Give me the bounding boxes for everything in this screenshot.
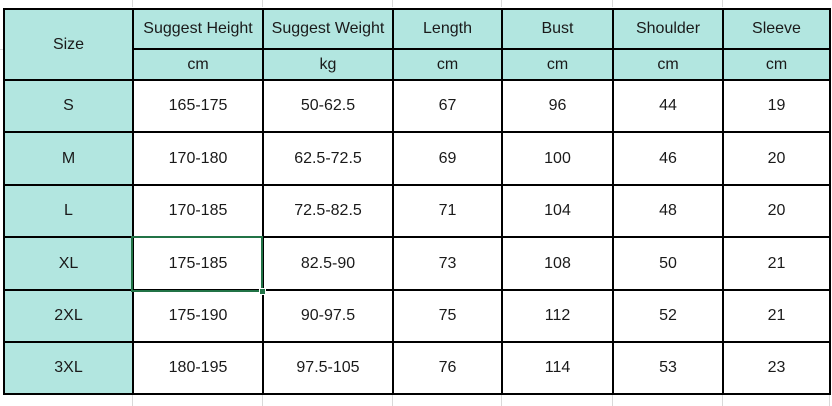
row-size-label[interactable]: M <box>3 131 134 186</box>
row-size-label[interactable]: S <box>3 79 134 133</box>
column-header-bust[interactable]: Bust <box>501 8 614 50</box>
margin-gridline <box>501 0 502 7</box>
table-cell[interactable]: 90-97.5 <box>262 289 394 343</box>
table-cell[interactable]: 21 <box>722 289 831 343</box>
table-cell[interactable]: 20 <box>722 184 831 238</box>
margin-gridline <box>829 395 830 406</box>
margin-gridline <box>501 395 502 406</box>
column-unit[interactable]: cm <box>392 48 503 81</box>
column-unit[interactable]: cm <box>501 48 614 81</box>
column-header-length[interactable]: Length <box>392 8 503 50</box>
table-cell[interactable]: 165-175 <box>132 79 264 133</box>
table-cell[interactable]: 53 <box>612 341 724 395</box>
table-cell[interactable]: 50 <box>612 236 724 291</box>
table-cell[interactable]: 50-62.5 <box>262 79 394 133</box>
margin-gridline <box>392 0 393 7</box>
column-unit[interactable]: cm <box>612 48 724 81</box>
table-cell[interactable]: 19 <box>722 79 831 133</box>
column-header-sleeve[interactable]: Sleeve <box>722 8 831 50</box>
table-cell[interactable]: 104 <box>501 184 614 238</box>
margin-gridline <box>132 395 133 406</box>
table-cell[interactable]: 52 <box>612 289 724 343</box>
margin-gridline <box>722 395 723 406</box>
column-unit[interactable]: cm <box>132 48 264 81</box>
table-row: 2XL 175-190 90-97.5 75 112 52 21 <box>3 289 831 343</box>
table-row: S 165-175 50-62.5 67 96 44 19 <box>3 79 831 133</box>
table-cell[interactable]: 175-190 <box>132 289 264 343</box>
table-cell[interactable]: 114 <box>501 341 614 395</box>
table-cell[interactable]: 23 <box>722 341 831 395</box>
table-cell[interactable]: 69 <box>392 131 503 186</box>
table-cell[interactable]: 20 <box>722 131 831 186</box>
table-cell[interactable]: 108 <box>501 236 614 291</box>
margin-gridline <box>392 395 393 406</box>
row-size-label[interactable]: 2XL <box>3 289 134 343</box>
column-unit[interactable]: cm <box>722 48 831 81</box>
margin-gridline <box>262 0 263 7</box>
margin-gridline <box>612 0 613 7</box>
table-cell[interactable]: 21 <box>722 236 831 291</box>
column-header-suggest-weight[interactable]: Suggest Weight <box>262 8 394 50</box>
table-row: 3XL 180-195 97.5-105 76 114 53 23 <box>3 341 831 395</box>
table-cell[interactable]: 170-185 <box>132 184 264 238</box>
row-size-label[interactable]: XL <box>3 236 134 291</box>
table-cell[interactable]: 100 <box>501 131 614 186</box>
column-header-suggest-height[interactable]: Suggest Height <box>132 8 264 50</box>
table-cell[interactable]: 97.5-105 <box>262 341 394 395</box>
margin-gridline <box>0 49 3 50</box>
selection-fill-handle[interactable] <box>259 288 266 295</box>
margin-gridline <box>132 0 133 7</box>
table-cell[interactable]: 62.5-72.5 <box>262 131 394 186</box>
size-chart-table: Size Suggest Height Suggest Weight Lengt… <box>3 8 831 395</box>
table-cell[interactable]: 46 <box>612 131 724 186</box>
table-cell[interactable]: 44 <box>612 79 724 133</box>
row-size-label[interactable]: L <box>3 184 134 238</box>
table-cell[interactable]: 73 <box>392 236 503 291</box>
table-cell[interactable]: 75 <box>392 289 503 343</box>
table-row: M 170-180 62.5-72.5 69 100 46 20 <box>3 131 831 186</box>
table-cell[interactable]: 48 <box>612 184 724 238</box>
table-cell[interactable]: 170-180 <box>132 131 264 186</box>
table-cell[interactable]: 82.5-90 <box>262 236 394 291</box>
column-header-shoulder[interactable]: Shoulder <box>612 8 724 50</box>
table-cell[interactable]: 71 <box>392 184 503 238</box>
margin-gridline <box>262 395 263 406</box>
margin-gridline <box>612 395 613 406</box>
column-unit[interactable]: kg <box>262 48 394 81</box>
table-cell[interactable]: 72.5-82.5 <box>262 184 394 238</box>
table-cell[interactable]: 76 <box>392 341 503 395</box>
table-row: XL 175-185 82.5-90 73 108 50 21 <box>3 236 831 291</box>
table-cell[interactable]: 180-195 <box>132 341 264 395</box>
table-cell[interactable]: 112 <box>501 289 614 343</box>
table-cell[interactable]: 67 <box>392 79 503 133</box>
row-size-label[interactable]: 3XL <box>3 341 134 395</box>
table-row: L 170-185 72.5-82.5 71 104 48 20 <box>3 184 831 238</box>
margin-gridline <box>722 0 723 7</box>
column-header-size[interactable]: Size <box>3 8 134 81</box>
table-cell[interactable]: 96 <box>501 79 614 133</box>
selected-cell[interactable]: 175-185 <box>132 236 264 291</box>
